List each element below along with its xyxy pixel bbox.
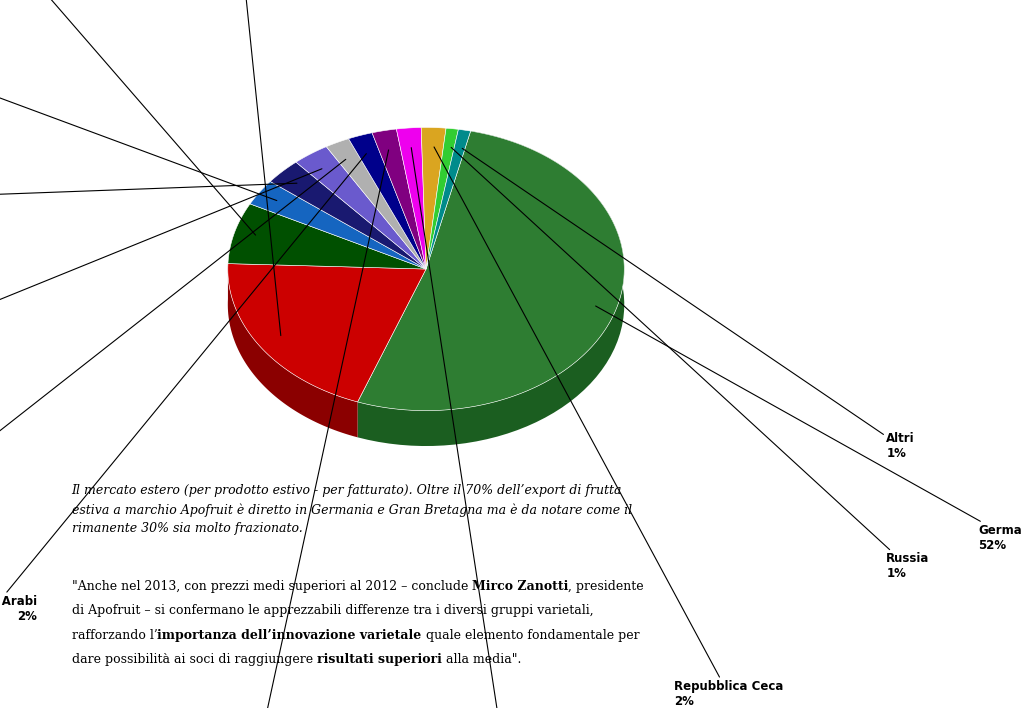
Text: Emirati Arabi
2%: Emirati Arabi 2% (0, 154, 366, 623)
Text: quale elemento fondamentale per: quale elemento fondamentale per (421, 629, 639, 641)
Text: Finlandia
2%: Finlandia 2% (0, 159, 345, 496)
Polygon shape (358, 131, 624, 411)
Polygon shape (426, 128, 459, 269)
Polygon shape (228, 263, 358, 438)
Text: alla media".: alla media". (442, 653, 521, 666)
Text: di Apofruit – si confermano le apprezzabili differenze tra i diversi gruppi vari: di Apofruit – si confermano le apprezzab… (72, 604, 593, 617)
Polygon shape (372, 129, 426, 269)
Text: Altri
1%: Altri 1% (462, 149, 915, 460)
Polygon shape (228, 263, 426, 402)
Text: Germania
52%: Germania 52% (596, 306, 1022, 552)
Text: risultati superiori: risultati superiori (317, 653, 442, 666)
Text: Russia
1%: Russia 1% (451, 147, 930, 581)
Polygon shape (250, 181, 426, 269)
Text: Belgio
2%: Belgio 2% (411, 148, 524, 708)
Polygon shape (296, 147, 426, 269)
Text: Gran Bretagna
20%: Gran Bretagna 20% (173, 0, 281, 336)
Text: , presidente: , presidente (568, 580, 644, 593)
Text: dare possibilità ai soci di raggiungere: dare possibilità ai soci di raggiungere (72, 653, 317, 666)
Text: Mirco Zanotti: Mirco Zanotti (472, 580, 568, 593)
Polygon shape (326, 139, 426, 269)
Polygon shape (421, 127, 446, 269)
Polygon shape (358, 131, 624, 446)
Polygon shape (349, 133, 426, 269)
Text: Polonia
3%: Polonia 3% (0, 183, 297, 212)
Polygon shape (270, 162, 426, 269)
Polygon shape (426, 130, 471, 269)
Text: Il mercato estero (per prodotto estivo - per fatturato). Oltre il 70% dell’expor: Il mercato estero (per prodotto estivo -… (72, 484, 632, 535)
Text: Norvegia
3%: Norvegia 3% (0, 169, 322, 354)
Polygon shape (397, 127, 426, 269)
Text: "Anche nel 2013, con prezzi medi superiori al 2012 – conclude: "Anche nel 2013, con prezzi medi superio… (72, 580, 472, 593)
Polygon shape (228, 204, 426, 269)
Text: importanza dell’innovazione varietale: importanza dell’innovazione varietale (157, 629, 421, 641)
Text: rafforzando l’: rafforzando l’ (72, 629, 157, 641)
Text: Svizzera
3%: Svizzera 3% (0, 42, 277, 200)
Text: Repubblica Ceca
2%: Repubblica Ceca 2% (434, 147, 783, 708)
Text: Svezia
7%: Svezia 7% (0, 0, 256, 235)
Text: Danimarca
2%: Danimarca 2% (228, 150, 388, 708)
